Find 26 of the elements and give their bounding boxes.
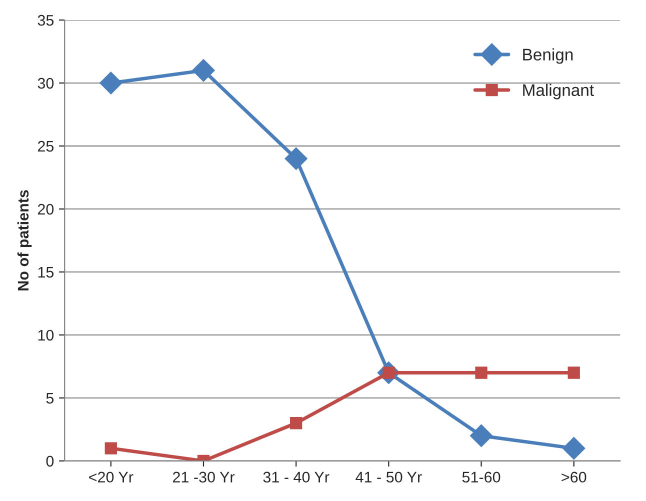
y-axis-title: No of patients: [17, 190, 32, 290]
legend-label: Malignant: [523, 84, 594, 100]
y-tick-label: 25: [38, 140, 54, 152]
y-tick-label: 15: [38, 266, 54, 278]
point: [100, 72, 122, 94]
point: [562, 437, 586, 460]
y-tick-label: 20: [38, 204, 54, 215]
point: [470, 424, 493, 448]
point: [290, 417, 302, 430]
x-tick-label: 51-60: [462, 472, 500, 483]
point: [568, 366, 580, 379]
y-tick-label: 5: [46, 392, 54, 404]
y-tick-label: 0: [46, 456, 54, 467]
point: [475, 366, 488, 379]
y-tick-label: 35: [38, 14, 54, 26]
x-tick-label: 41 - 50 Yr: [356, 472, 422, 483]
x-tick-label: <20 Yr: [89, 472, 134, 483]
x-tick-label: 21 -30 Yr: [172, 472, 235, 483]
y-tick-label: 30: [38, 78, 54, 89]
point: [192, 59, 215, 82]
point: [284, 147, 308, 170]
y-tick-label: 10: [38, 330, 54, 341]
x-tick-label: >60: [562, 472, 586, 483]
point: [104, 442, 117, 454]
legend-label: Benign: [523, 48, 573, 64]
x-tick-label: 31 - 40 Yr: [263, 472, 330, 483]
